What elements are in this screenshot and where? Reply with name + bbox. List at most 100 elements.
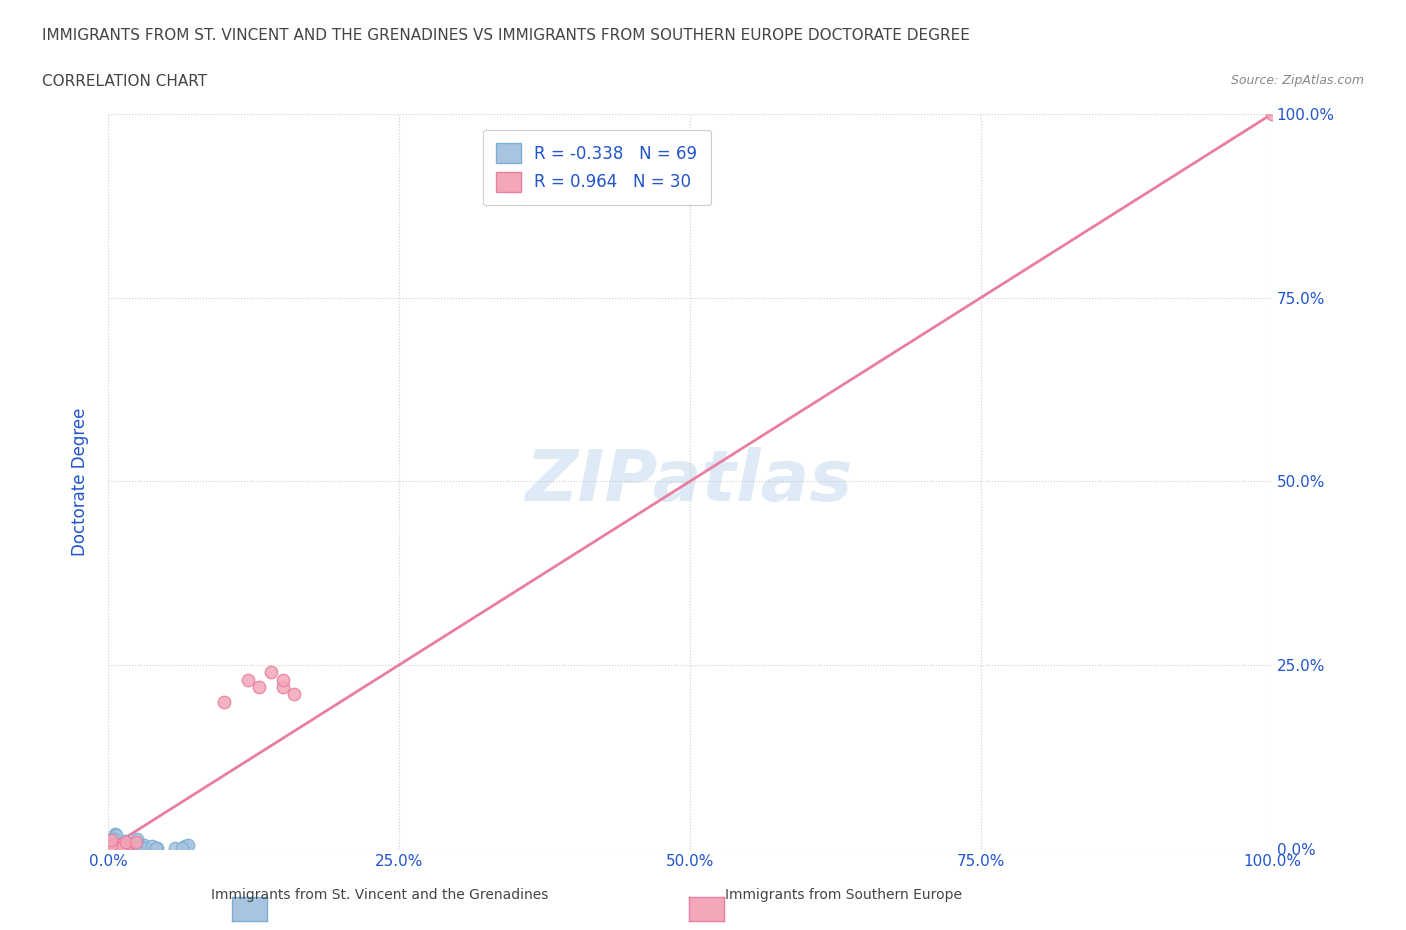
Point [247, 680, 270, 695]
Point [103, 836, 125, 851]
Point [98, 839, 121, 854]
Point [107, 840, 129, 855]
Point [117, 840, 139, 855]
Point [107, 839, 129, 854]
Point [98, 837, 121, 852]
Point [122, 838, 145, 853]
Point [104, 840, 127, 855]
Point [101, 840, 124, 855]
Point [97, 840, 120, 855]
Point [97, 839, 120, 854]
Point [98, 833, 121, 848]
Point [112, 841, 135, 856]
Point [105, 838, 128, 853]
Point [97, 838, 120, 853]
Point [134, 841, 156, 856]
Legend: R = -0.338   N = 69, R = 0.964   N = 30: R = -0.338 N = 69, R = 0.964 N = 30 [482, 129, 711, 206]
Point [214, 695, 236, 710]
Point [105, 837, 128, 852]
Point [100, 832, 122, 847]
Point [108, 838, 131, 853]
Point [170, 840, 193, 855]
Point [103, 840, 125, 855]
Text: Immigrants from St. Vincent and the Grenadines: Immigrants from St. Vincent and the Gren… [211, 888, 548, 902]
Point [105, 828, 128, 843]
Point [108, 839, 131, 854]
Text: CORRELATION CHART: CORRELATION CHART [42, 74, 207, 89]
Point [97, 841, 120, 856]
Point [117, 837, 139, 852]
Point [1261, 107, 1284, 122]
Point [125, 840, 148, 855]
Point [141, 838, 163, 853]
Point [120, 837, 142, 852]
Point [271, 680, 294, 695]
Point [100, 839, 122, 854]
Point [103, 840, 125, 855]
Point [105, 838, 128, 853]
Point [165, 841, 187, 856]
Point [112, 840, 135, 855]
Text: Immigrants from Southern Europe: Immigrants from Southern Europe [725, 888, 962, 902]
Point [117, 840, 139, 855]
Point [125, 835, 148, 850]
Point [124, 839, 146, 854]
Point [100, 841, 122, 856]
Point [110, 841, 132, 856]
Point [260, 665, 283, 680]
Point [97, 841, 120, 856]
Point [104, 839, 127, 854]
Point [101, 841, 124, 856]
Point [98, 836, 121, 851]
Point [101, 841, 124, 856]
Point [108, 838, 131, 853]
Point [98, 841, 121, 856]
Point [110, 841, 132, 856]
Point [283, 687, 305, 702]
Point [98, 833, 121, 848]
Point [100, 840, 122, 855]
Point [98, 839, 121, 854]
Point [100, 838, 122, 853]
Point [177, 838, 200, 853]
Point [98, 841, 121, 856]
Point [132, 838, 155, 853]
Point [114, 833, 136, 848]
Point [100, 838, 122, 853]
Text: IMMIGRANTS FROM ST. VINCENT AND THE GRENADINES VS IMMIGRANTS FROM SOUTHERN EUROP: IMMIGRANTS FROM ST. VINCENT AND THE GREN… [42, 28, 970, 43]
Point [105, 838, 128, 853]
Point [271, 672, 294, 687]
Point [114, 840, 136, 855]
Text: Source: ZipAtlas.com: Source: ZipAtlas.com [1230, 74, 1364, 87]
Point [100, 840, 122, 855]
Point [108, 840, 131, 855]
Point [145, 840, 167, 855]
Point [112, 839, 135, 854]
Point [105, 838, 128, 853]
Point [110, 839, 132, 854]
Point [104, 827, 127, 842]
Point [108, 839, 131, 854]
Point [111, 841, 134, 856]
Point [127, 831, 149, 846]
Point [111, 838, 134, 853]
Point [101, 841, 124, 856]
Point [114, 836, 136, 851]
Point [125, 834, 148, 849]
Point [145, 841, 167, 856]
Point [115, 835, 138, 850]
Point [118, 836, 141, 851]
Text: ZIPatlas: ZIPatlas [526, 446, 853, 516]
Point [105, 838, 128, 853]
Point [101, 840, 124, 855]
Point [101, 840, 124, 855]
Point [101, 835, 124, 850]
Point [98, 841, 121, 856]
Point [117, 838, 139, 853]
Point [108, 840, 131, 855]
Point [103, 831, 125, 846]
Point [117, 836, 139, 851]
Point [110, 839, 132, 854]
Point [122, 841, 145, 856]
Point [111, 837, 134, 852]
